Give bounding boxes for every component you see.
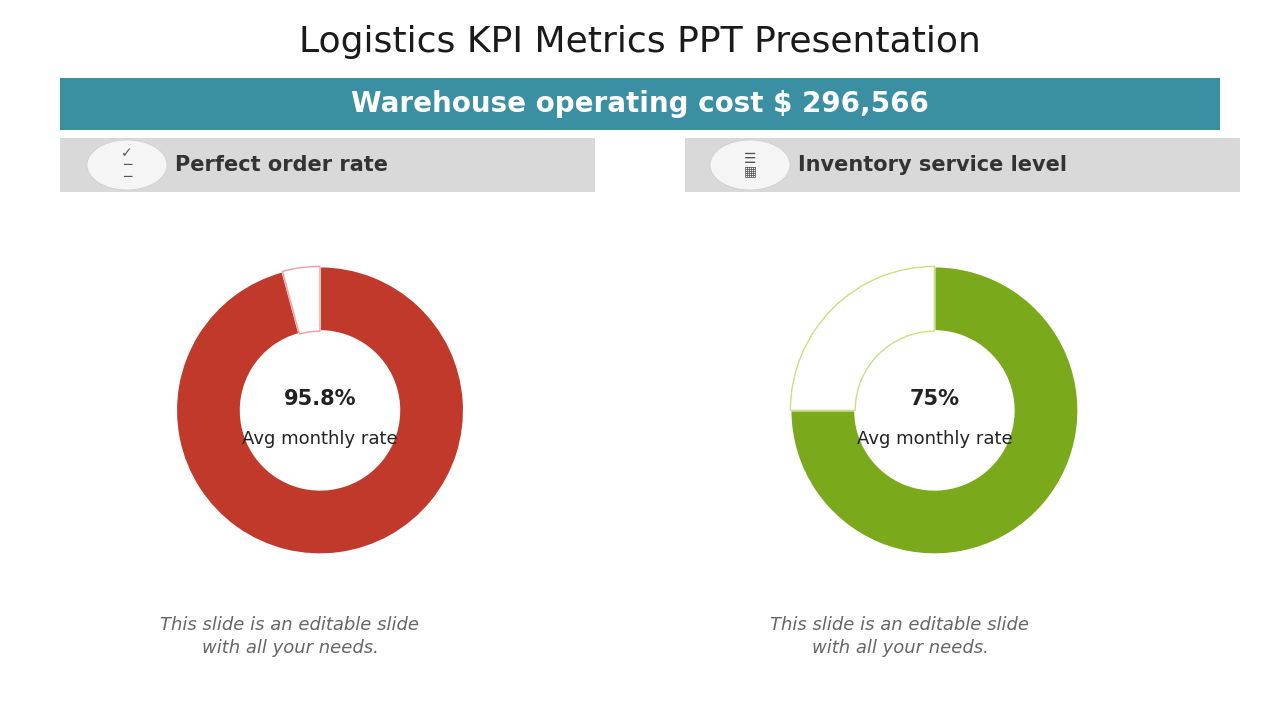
- Wedge shape: [791, 266, 934, 410]
- FancyBboxPatch shape: [60, 138, 595, 192]
- Text: Logistics KPI Metrics PPT Presentation: Logistics KPI Metrics PPT Presentation: [300, 25, 980, 59]
- Text: ✓
─
─: ✓ ─ ─: [122, 146, 133, 184]
- Text: This slide is an editable slide: This slide is an editable slide: [771, 616, 1029, 634]
- Text: Avg monthly rate: Avg monthly rate: [856, 430, 1012, 448]
- FancyBboxPatch shape: [60, 78, 1220, 130]
- Text: ☰
▦: ☰ ▦: [744, 151, 756, 179]
- Wedge shape: [791, 266, 1078, 554]
- FancyBboxPatch shape: [685, 138, 1240, 192]
- Text: 75%: 75%: [909, 389, 960, 409]
- Text: Inventory service level: Inventory service level: [797, 155, 1068, 175]
- Text: 95.8%: 95.8%: [284, 389, 356, 409]
- Text: with all your needs.: with all your needs.: [201, 639, 379, 657]
- Ellipse shape: [710, 140, 790, 190]
- Ellipse shape: [87, 140, 166, 190]
- Text: Perfect order rate: Perfect order rate: [175, 155, 388, 175]
- Text: with all your needs.: with all your needs.: [812, 639, 988, 657]
- Text: Avg monthly rate: Avg monthly rate: [242, 430, 398, 448]
- Text: Warehouse operating cost $ 296,566: Warehouse operating cost $ 296,566: [351, 90, 929, 118]
- Wedge shape: [177, 266, 463, 554]
- Text: This slide is an editable slide: This slide is an editable slide: [160, 616, 420, 634]
- Wedge shape: [283, 266, 320, 334]
